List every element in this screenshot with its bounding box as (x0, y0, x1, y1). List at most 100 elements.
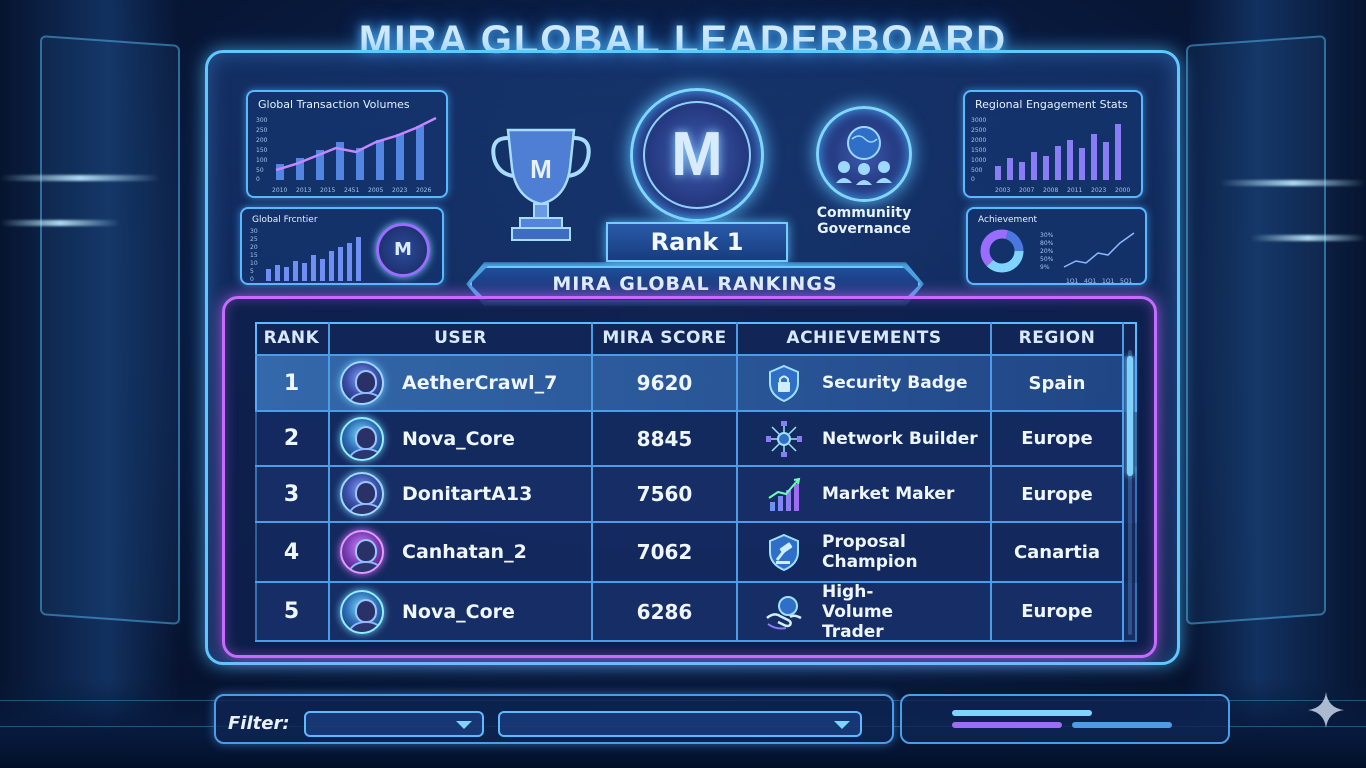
regional-engagement-panel: Regional Engagement Stats 3000 2500 2000… (963, 90, 1143, 198)
chart-bar (276, 164, 284, 180)
header-user[interactable]: USER (330, 322, 593, 356)
chevron-down-icon (456, 721, 472, 729)
header-score[interactable]: MIRA SCORE (593, 322, 738, 356)
transactions-chart: 300 250 200 150 100 50 0 2010 2013 2015 … (256, 116, 437, 194)
background-pillar-left (0, 0, 180, 768)
chart-bar (311, 255, 316, 281)
region-name: Europe (1021, 601, 1093, 622)
growth-chart-icon (768, 477, 801, 511)
panel-title: Global Frcntier (252, 215, 318, 225)
chart-bar (284, 267, 289, 281)
filter-dropdown-1[interactable] (304, 711, 484, 737)
x-tick: 2005 (368, 187, 383, 194)
achievement-cell[interactable]: High-Volume Trader (738, 581, 992, 642)
user-name: DonitartA13 (402, 483, 533, 505)
y-tick: 300 (256, 117, 268, 124)
rank-number: 4 (283, 539, 300, 565)
status-bar (952, 710, 1092, 716)
panel-title: Achievement (978, 215, 1038, 225)
score-cell: 7062 (593, 523, 738, 583)
rank-number: 3 (283, 481, 300, 507)
user-cell[interactable]: DonitartA13 (330, 467, 593, 523)
user-cell[interactable]: Nova_Core (330, 583, 593, 642)
trend-line (275, 116, 437, 172)
y-tick: 500 (971, 167, 983, 174)
rank-number: 1 (283, 370, 300, 396)
user-cell[interactable]: Nova_Core (330, 412, 593, 467)
achievement-panel: Achievement 30% 80% 20% 50% 9% 1Q1 4Q1 1… (966, 207, 1147, 285)
background-glass-right (1186, 35, 1326, 625)
rank-plate: Rank 1 (606, 222, 788, 262)
achievement-cell[interactable]: Security Badge (738, 356, 992, 412)
achievement-name: High-Volume Trader (822, 581, 894, 642)
achievement-name: Network Builder (822, 428, 978, 449)
table-row[interactable]: 5 (255, 583, 330, 642)
chart-bar (336, 142, 344, 180)
avatar (340, 530, 384, 574)
rank-number: 2 (283, 426, 300, 451)
y-tick: 50 (256, 167, 264, 174)
legend-entry: 20% (1040, 248, 1054, 255)
filter-label: Filter: (228, 713, 290, 734)
rank-number: 5 (283, 599, 300, 624)
x-tick: 2023 (1091, 187, 1106, 194)
x-tick: 2023 (392, 187, 407, 194)
achievement-name: Proposal Champion (822, 532, 918, 572)
chart-bar (995, 166, 1001, 180)
table-scrollbar-thumb[interactable] (1127, 356, 1133, 476)
table-row[interactable]: 1 (255, 356, 330, 412)
mira-score: 8845 (636, 426, 693, 451)
table-row[interactable]: 2 (255, 412, 330, 467)
mira-emblem: M (630, 88, 764, 222)
x-tick: 2003 (995, 187, 1010, 194)
user-cell[interactable]: Canhatan_2 (330, 523, 593, 583)
y-tick: 3000 (971, 117, 986, 124)
engagement-chart: 3000 2500 2000 1500 1000 500 0 2003 2007… (971, 117, 1130, 194)
header-achievements[interactable]: ACHIEVEMENTS (738, 322, 992, 356)
header-rank[interactable]: RANK (255, 322, 330, 356)
sparkle-icon (1308, 692, 1344, 728)
y-tick: 25 (250, 236, 258, 243)
achievement-cell[interactable]: Network Builder (738, 412, 992, 467)
y-tick: 10 (250, 260, 258, 267)
table-row[interactable]: 3 (255, 467, 330, 523)
x-tick: 2013 (296, 187, 311, 194)
filter-dropdown-2[interactable] (498, 711, 862, 737)
background-glass-left (40, 35, 180, 625)
user-cell[interactable]: AetherCrawl_7 (330, 356, 593, 412)
mira-score: 7062 (636, 540, 693, 564)
region-name: Canartia (1013, 541, 1101, 563)
score-cell: 9620 (593, 356, 738, 412)
global-transactions-panel: Global Transaction Volumes 300 250 200 1… (246, 90, 448, 198)
light-streak (1220, 180, 1366, 186)
chart-bar (1043, 156, 1049, 180)
score-cell: 7560 (593, 467, 738, 523)
chart-bar (275, 265, 280, 281)
region-name: Europe (1021, 428, 1093, 449)
table-row[interactable]: 4 (255, 523, 330, 583)
x-tick: 2010 (272, 187, 287, 194)
x-tick: 2451 (344, 187, 359, 194)
x-tick: 2026 (416, 187, 431, 194)
achievement-cell[interactable]: Proposal Champion (738, 523, 992, 583)
chart-bar (416, 126, 424, 180)
chart-bar (1079, 148, 1085, 180)
chart-bar (347, 243, 352, 281)
y-tick: 250 (256, 127, 268, 134)
gavel-shield-icon (769, 533, 799, 572)
y-tick: 150 (256, 147, 268, 154)
trophy-letter: M (530, 154, 552, 184)
achievement-cell[interactable]: Market Maker (738, 467, 992, 523)
chart-bar (320, 259, 325, 281)
avatar (340, 361, 384, 405)
chart-bar (396, 134, 404, 180)
donut-slice (980, 229, 1024, 273)
mira-score: 6286 (636, 599, 693, 624)
header-region[interactable]: REGION (992, 322, 1124, 356)
y-tick: 15 (250, 252, 258, 259)
table-scrollbar[interactable] (1128, 350, 1132, 635)
chart-bar (1067, 140, 1073, 180)
light-streak (0, 175, 160, 181)
y-tick: 0 (250, 276, 254, 283)
y-tick: 5 (250, 268, 254, 275)
